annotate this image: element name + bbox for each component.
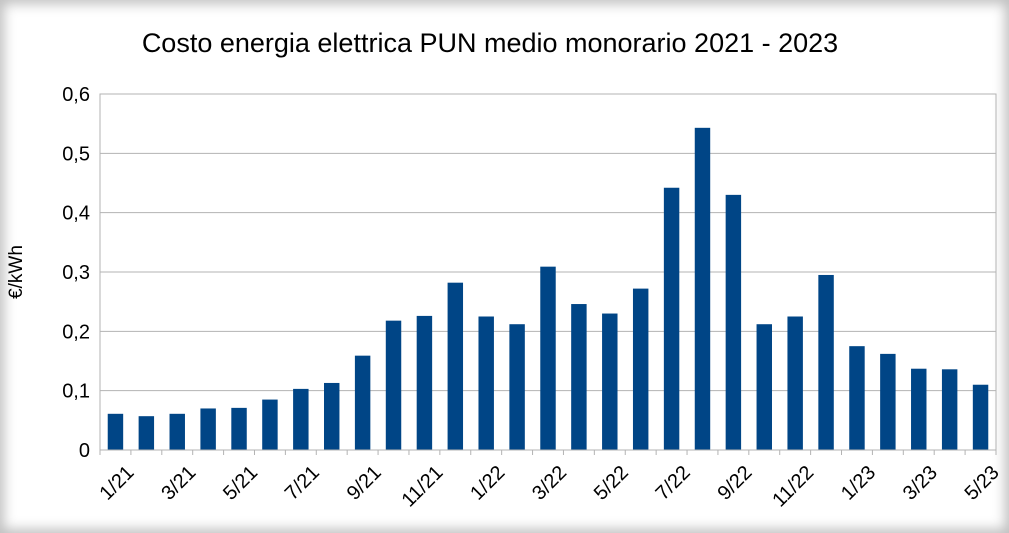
bar-8-22: [694, 127, 711, 450]
bar-1-22: [478, 316, 494, 450]
bar-5-23: [972, 384, 989, 450]
y-axis-ticks: 0 0,1 0,2 0,3 0,4 0,5 0,6: [62, 84, 90, 462]
bar-8-21: [324, 382, 340, 450]
bar-3-21: [169, 413, 185, 450]
bar-6-21: [262, 399, 278, 450]
bars: [107, 127, 989, 450]
plot-frame: [99, 93, 997, 451]
x-tick-label: 11/22: [768, 462, 818, 512]
y-tick-label: 0,1: [62, 381, 90, 403]
bar-1-21: [107, 413, 124, 450]
bar-9-21: [354, 355, 371, 450]
x-tick-label: 3/21: [157, 462, 200, 505]
chart-title: Costo energia elettrica PUN medio monora…: [142, 28, 838, 58]
x-tick-label: 7/21: [281, 462, 324, 505]
y-tick-label: 0,6: [62, 84, 90, 106]
y-tick-label: 0,2: [62, 321, 90, 343]
x-tick-label: 9/22: [713, 462, 756, 505]
bar-6-22: [632, 288, 649, 450]
bar-5-22: [602, 313, 618, 450]
x-tick-label: 11/21: [398, 462, 448, 512]
x-tick-label: 5/23: [961, 462, 1004, 505]
y-tick-label: 0,3: [62, 262, 90, 284]
x-tick-label: 9/21: [343, 462, 386, 505]
bar-11-22: [787, 316, 803, 450]
x-tick-label: 3/22: [528, 462, 571, 505]
bar-3-23: [911, 368, 927, 450]
bar-10-21: [385, 320, 402, 450]
x-tick-label: 7/22: [652, 462, 695, 505]
bar-3-22: [540, 266, 556, 450]
bar-10-22: [756, 324, 772, 450]
y-tick-label: 0,5: [62, 143, 90, 165]
bar-2-21: [138, 416, 155, 450]
bar-7-21: [293, 388, 309, 450]
bar-11-21: [416, 315, 433, 450]
bar-1-23: [849, 346, 865, 450]
x-tick-label: 1/21: [96, 462, 139, 505]
x-axis-ticks: 1/21 3/21 5/21 7/21 9/21 11/21 1/22 3/22 5/22 7/2…: [96, 450, 1004, 511]
bar-4-21: [200, 408, 216, 450]
bar-12-22: [818, 274, 834, 450]
bar-5-21: [231, 407, 247, 450]
bar-7-22: [663, 187, 680, 450]
bar-2-23: [880, 353, 896, 450]
x-tick-label: 5/22: [590, 462, 633, 505]
y-axis-title: €/kWh: [6, 245, 27, 299]
x-tick-label: 5/21: [219, 462, 262, 505]
bar-12-21: [447, 282, 464, 450]
bar-9-22: [725, 194, 742, 450]
y-tick-label: 0: [79, 440, 90, 462]
plot-border: [99, 93, 997, 451]
bar-4-23: [941, 369, 958, 450]
x-tick-label: 3/23: [899, 462, 942, 505]
x-tick-label: 1/23: [837, 462, 880, 505]
x-tick-label: 1/22: [466, 462, 509, 505]
y-tick-label: 0,4: [62, 203, 90, 225]
bar-4-22: [571, 304, 587, 450]
bar-2-22: [509, 324, 525, 450]
